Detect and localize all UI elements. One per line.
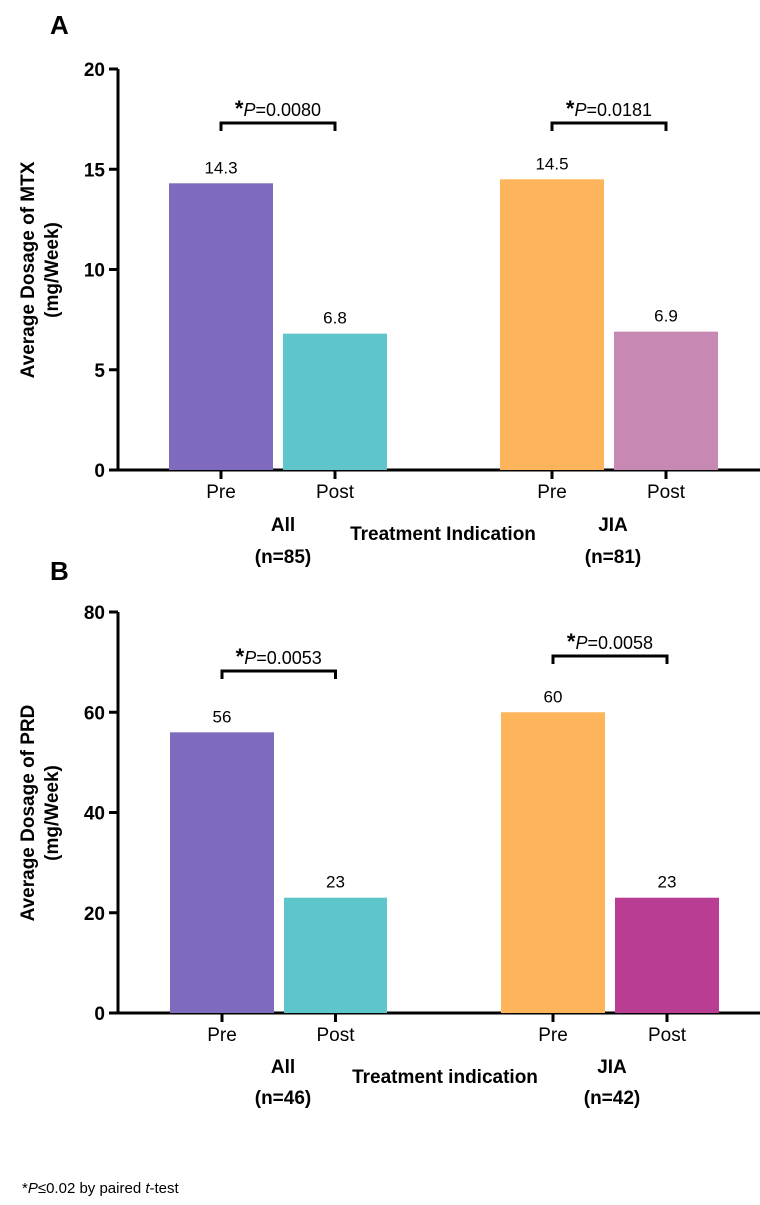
panel-b-bar bbox=[284, 897, 387, 1013]
panel-a-yticks: 0 5 10 15 20 bbox=[84, 60, 118, 482]
panel-b-sig-bracket bbox=[551, 654, 669, 664]
panel-a-ytick-label: 20 bbox=[84, 60, 105, 81]
panel-b-category-label: Pre bbox=[207, 1025, 237, 1046]
panel-a-ytick-label: 15 bbox=[84, 160, 106, 181]
panel-a-sig-bracket bbox=[219, 121, 337, 131]
sig-star: * bbox=[236, 644, 245, 669]
panel-b-category-label: Pre bbox=[538, 1025, 568, 1046]
panel-b-ylabel: Average Dosage of PRD (mg/Week) bbox=[18, 705, 63, 922]
panel-b-data-label: 60 bbox=[544, 687, 563, 706]
panel-a-bar bbox=[169, 183, 273, 470]
sig-p: P bbox=[575, 633, 587, 653]
panel-a-group-jia-n: (n=81) bbox=[585, 547, 642, 568]
panel-a-ylabel-line1: Average Dosage of MTX bbox=[18, 161, 39, 378]
panel-b-group-all-n: (n=46) bbox=[255, 1088, 312, 1109]
sig-p: P bbox=[244, 648, 256, 668]
sig-p-value: =0.0053 bbox=[256, 648, 322, 668]
sig-star: * bbox=[235, 96, 244, 121]
panel-b-group-jia-n: (n=42) bbox=[584, 1088, 641, 1109]
panel-a-ytick-label: 0 bbox=[94, 461, 105, 482]
panel-b-category-label: Post bbox=[316, 1025, 355, 1046]
panel-a-category-label: Post bbox=[647, 482, 686, 503]
panel-b-bar bbox=[170, 732, 274, 1013]
panel-b-group-jia-name: JIA bbox=[597, 1057, 627, 1078]
panel-b-ytick-label: 60 bbox=[84, 703, 105, 724]
panel-b-data-label: 23 bbox=[326, 873, 345, 892]
panel-b-ytick-label: 20 bbox=[84, 904, 105, 925]
footnote: *P≤0.02 by paired t-test bbox=[22, 1180, 180, 1197]
panel-a-category-label: Post bbox=[316, 482, 355, 503]
panel-b-bar bbox=[501, 712, 605, 1013]
panel-b-ytick-label: 80 bbox=[84, 603, 105, 624]
panel-a-sig-label: *P=0.0080 bbox=[235, 96, 321, 121]
panel-a-data-label: 6.9 bbox=[654, 307, 678, 326]
panel-b-yticks: 0 20 40 60 80 bbox=[84, 603, 118, 1025]
panel-a-category-label: Pre bbox=[206, 482, 236, 503]
footnote-star: * bbox=[22, 1180, 28, 1197]
panel-b-ytick-label: 40 bbox=[84, 804, 105, 825]
panel-a-ylabel-line2: (mg/Week) bbox=[42, 222, 63, 318]
sig-p-value: =0.0058 bbox=[588, 633, 654, 653]
panel-a-significance: *P=0.0080 *P=0.0181 bbox=[219, 96, 668, 131]
panel-b-data-label: 23 bbox=[658, 873, 677, 892]
panel-a-bars: 14.3 Pre 6.8 Post 14.5 Pre 6.9 Post bbox=[169, 154, 718, 503]
panel-a-data-label: 14.5 bbox=[535, 154, 568, 173]
panel-a-group-jia-name: JIA bbox=[598, 515, 628, 536]
panel-b-ytick-label: 0 bbox=[94, 1004, 105, 1025]
panel-b-group-all-name: All bbox=[271, 1057, 295, 1078]
panel-b-sig-bracket bbox=[220, 669, 337, 679]
sig-star: * bbox=[567, 629, 576, 654]
panel-b-data-label: 56 bbox=[213, 707, 232, 726]
panel-a-ylabel: Average Dosage of MTX (mg/Week) bbox=[18, 161, 63, 378]
panel-a-group-all-name: All bbox=[271, 515, 295, 536]
panel-b-letter: B bbox=[50, 556, 69, 586]
sig-p-value: =0.0080 bbox=[256, 100, 322, 120]
panel-a-ytick-label: 10 bbox=[84, 261, 105, 282]
sig-star: * bbox=[566, 96, 575, 121]
panel-b-bar bbox=[615, 897, 719, 1013]
sig-p: P bbox=[574, 100, 586, 120]
panel-a-group-all-n: (n=85) bbox=[255, 547, 312, 568]
panel-a-letter: A bbox=[50, 10, 69, 40]
sig-p: P bbox=[243, 100, 255, 120]
panel-a-data-label: 6.8 bbox=[323, 309, 347, 328]
panel-b: B Average Dosage of PRD (mg/Week) 0 20 40 6… bbox=[18, 556, 760, 1109]
footnote-condition: ≤0.02 by paired bbox=[38, 1180, 145, 1197]
panel-a-sig-label: *P=0.0181 bbox=[566, 96, 652, 121]
panel-a-xlabel: Treatment Indication bbox=[350, 524, 536, 545]
sig-p-value: =0.0181 bbox=[587, 100, 653, 120]
panel-b-category-label: Post bbox=[648, 1025, 687, 1046]
footnote-t: t bbox=[145, 1180, 150, 1197]
panel-a: A Average Dosage of MTX (mg/Week) 0 5 10 15… bbox=[18, 10, 760, 568]
panel-b-ylabel-line1: Average Dosage of PRD bbox=[18, 705, 39, 922]
footnote-test: -test bbox=[150, 1180, 180, 1197]
panel-a-bar bbox=[283, 333, 387, 470]
panel-b-xlabel: Treatment indication bbox=[352, 1067, 538, 1088]
panel-b-significance: *P=0.0053*P=0.0058 bbox=[220, 629, 669, 679]
panel-a-sig-bracket bbox=[550, 121, 668, 131]
panel-a-bar bbox=[614, 331, 718, 470]
panel-a-bar bbox=[500, 179, 604, 470]
panel-a-ytick-label: 5 bbox=[94, 361, 105, 382]
panel-b-sig-label: *P=0.0058 bbox=[567, 629, 653, 654]
panel-b-sig-label: *P=0.0053 bbox=[236, 644, 322, 669]
panel-b-bars: 56 Pre 23 Post 60 Pre 23 Post bbox=[170, 687, 719, 1046]
panel-a-category-label: Pre bbox=[537, 482, 567, 503]
footnote-p: P bbox=[28, 1180, 38, 1197]
panel-b-ylabel-line2: (mg/Week) bbox=[42, 765, 63, 861]
panel-a-data-label: 14.3 bbox=[204, 158, 237, 177]
